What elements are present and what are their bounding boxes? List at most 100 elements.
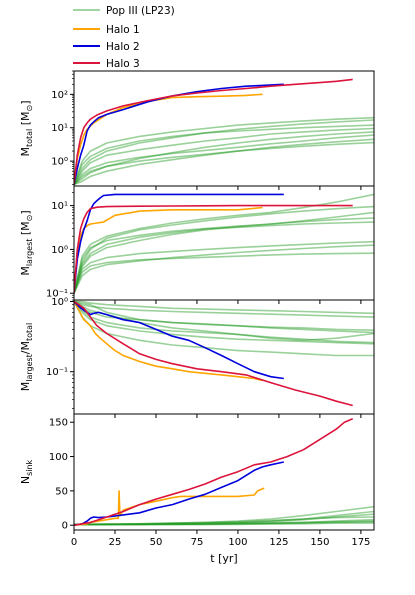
legend-label: Halo 2 <box>106 41 140 53</box>
y-axis-label-part: /M <box>19 341 32 354</box>
series-line-popiii <box>74 211 374 294</box>
series-line-popiii <box>74 138 374 186</box>
x-tick-label: 50 <box>150 537 163 548</box>
series-line-popiii <box>74 240 374 294</box>
y-tick-label: 0 <box>62 521 68 532</box>
series-line-halo-3 <box>74 78 353 185</box>
panel-nsink: 0 50 100 150 Nsink <box>19 413 375 534</box>
y-axis-label-part: largest <box>25 239 34 267</box>
series-line-halo-1 <box>74 487 265 526</box>
y-axis-label-part: [M <box>19 111 32 128</box>
x-tick-label: 0 <box>71 537 77 548</box>
series-line-popiii <box>74 522 374 526</box>
y-tick-label: 10⁰ <box>51 297 68 308</box>
series-line-halo-2 <box>74 461 284 526</box>
series-line-popiii <box>74 193 374 294</box>
series-line-popiii <box>74 127 374 185</box>
panel-ratio: 10⁻¹ 10⁰ Mlargest/Mtotal <box>19 297 375 418</box>
panel-series <box>74 193 374 294</box>
series-line-popiii <box>74 217 374 294</box>
x-tick-label: 125 <box>269 537 288 548</box>
series-line-halo-2 <box>74 83 284 185</box>
y-tick-label: 10⁻¹ <box>46 367 68 378</box>
legend: Pop III (LP23) Halo 1 Halo 2 Halo 3 <box>73 5 175 70</box>
series-line-halo-2 <box>74 193 284 294</box>
x-tick-label: 25 <box>109 537 122 548</box>
y-axis-label-part: ⊙ <box>25 105 34 112</box>
y-axis-label-part: ] <box>19 100 32 104</box>
series-line-popiii <box>74 301 374 345</box>
x-axis: 0 25 50 75 100 125 150 175 t [yr] <box>71 537 371 565</box>
series-line-popiii <box>74 300 374 344</box>
legend-label: Halo 3 <box>106 58 140 70</box>
series-line-popiii <box>74 244 374 294</box>
y-axis-label-part: largest <box>25 354 34 382</box>
series-line-popiii <box>74 221 374 294</box>
x-tick-label: 175 <box>351 537 370 548</box>
y-axis-label-part: total <box>25 129 34 147</box>
y-tick-label: 100 <box>49 452 68 463</box>
y-axis-label-part: total <box>25 323 34 341</box>
series-line-popiii <box>74 252 374 294</box>
x-tick-label: 150 <box>310 537 329 548</box>
series-line-popiii <box>74 116 374 185</box>
panel-series <box>74 78 374 186</box>
y-tick-label: 10⁰ <box>51 245 68 256</box>
series-line-popiii <box>74 124 374 185</box>
legend-label: Halo 1 <box>106 24 140 36</box>
series-line-halo-3 <box>74 204 353 294</box>
y-axis-label-part: N <box>19 476 32 484</box>
series-line-halo-1 <box>74 206 263 294</box>
y-tick-label: 10⁰ <box>51 157 68 168</box>
y-axis-label: Mtotal [M⊙] <box>19 100 34 156</box>
y-tick-label: 150 <box>49 418 68 429</box>
y-tick-label: 50 <box>55 486 68 497</box>
y-axis-label-part: M <box>19 382 32 392</box>
y-axis-label: Nsink <box>19 459 34 484</box>
series-line-popiii <box>74 520 374 526</box>
series-line-popiii <box>74 518 374 526</box>
y-tick-label: 10¹ <box>51 123 68 134</box>
y-axis-label-part: sink <box>25 459 34 475</box>
series-line-halo-3 <box>74 300 353 407</box>
y-tick-label: 10² <box>51 90 68 101</box>
panel-mlargest: 10⁻¹ 10⁰ 10¹ Mlargest [M⊙] <box>19 185 375 304</box>
series-line-popiii <box>74 134 374 186</box>
y-axis-label-part: [M <box>19 221 32 238</box>
series-line-popiii <box>74 513 374 526</box>
series-line-popiii <box>74 505 374 526</box>
x-tick-label: 75 <box>191 537 204 548</box>
legend-label: Pop III (LP23) <box>106 5 175 17</box>
series-line-popiii <box>74 516 374 526</box>
x-tick-label: 100 <box>228 537 247 548</box>
y-tick-label: 10¹ <box>51 201 68 212</box>
y-axis-label: Mlargest/Mtotal <box>19 323 34 392</box>
panel-frame <box>73 413 375 531</box>
series-line-popiii <box>74 300 374 315</box>
series-line-popiii <box>74 119 374 185</box>
series-line-popiii <box>74 205 374 294</box>
series-line-popiii <box>74 300 374 342</box>
panel-series <box>74 300 374 407</box>
series-line-popiii <box>74 300 374 318</box>
series-line-popiii <box>74 300 374 334</box>
y-axis-label-part: ⊙ <box>25 215 34 222</box>
series-line-popiii <box>74 300 374 331</box>
series-line-halo-1 <box>74 301 263 382</box>
series-line-halo-3 <box>74 418 354 526</box>
series-line-popiii <box>74 521 374 526</box>
y-axis-label-part: M <box>19 266 32 276</box>
panel-series <box>74 418 374 526</box>
y-axis-label: Mlargest [M⊙] <box>19 210 34 275</box>
x-axis-label: t [yr] <box>210 552 237 565</box>
series-line-popiii <box>74 131 374 186</box>
y-axis-label-part: M <box>19 147 32 157</box>
series-line-popiii <box>74 510 374 526</box>
series-line-halo-1 <box>74 93 263 185</box>
y-axis-label-part: ] <box>19 210 32 214</box>
y-tick-label: 10⁻¹ <box>46 289 68 300</box>
panel-mtotal: 10⁰ 10¹ 10² Mtotal [M⊙] <box>19 70 375 190</box>
series-line-popiii <box>74 141 374 186</box>
